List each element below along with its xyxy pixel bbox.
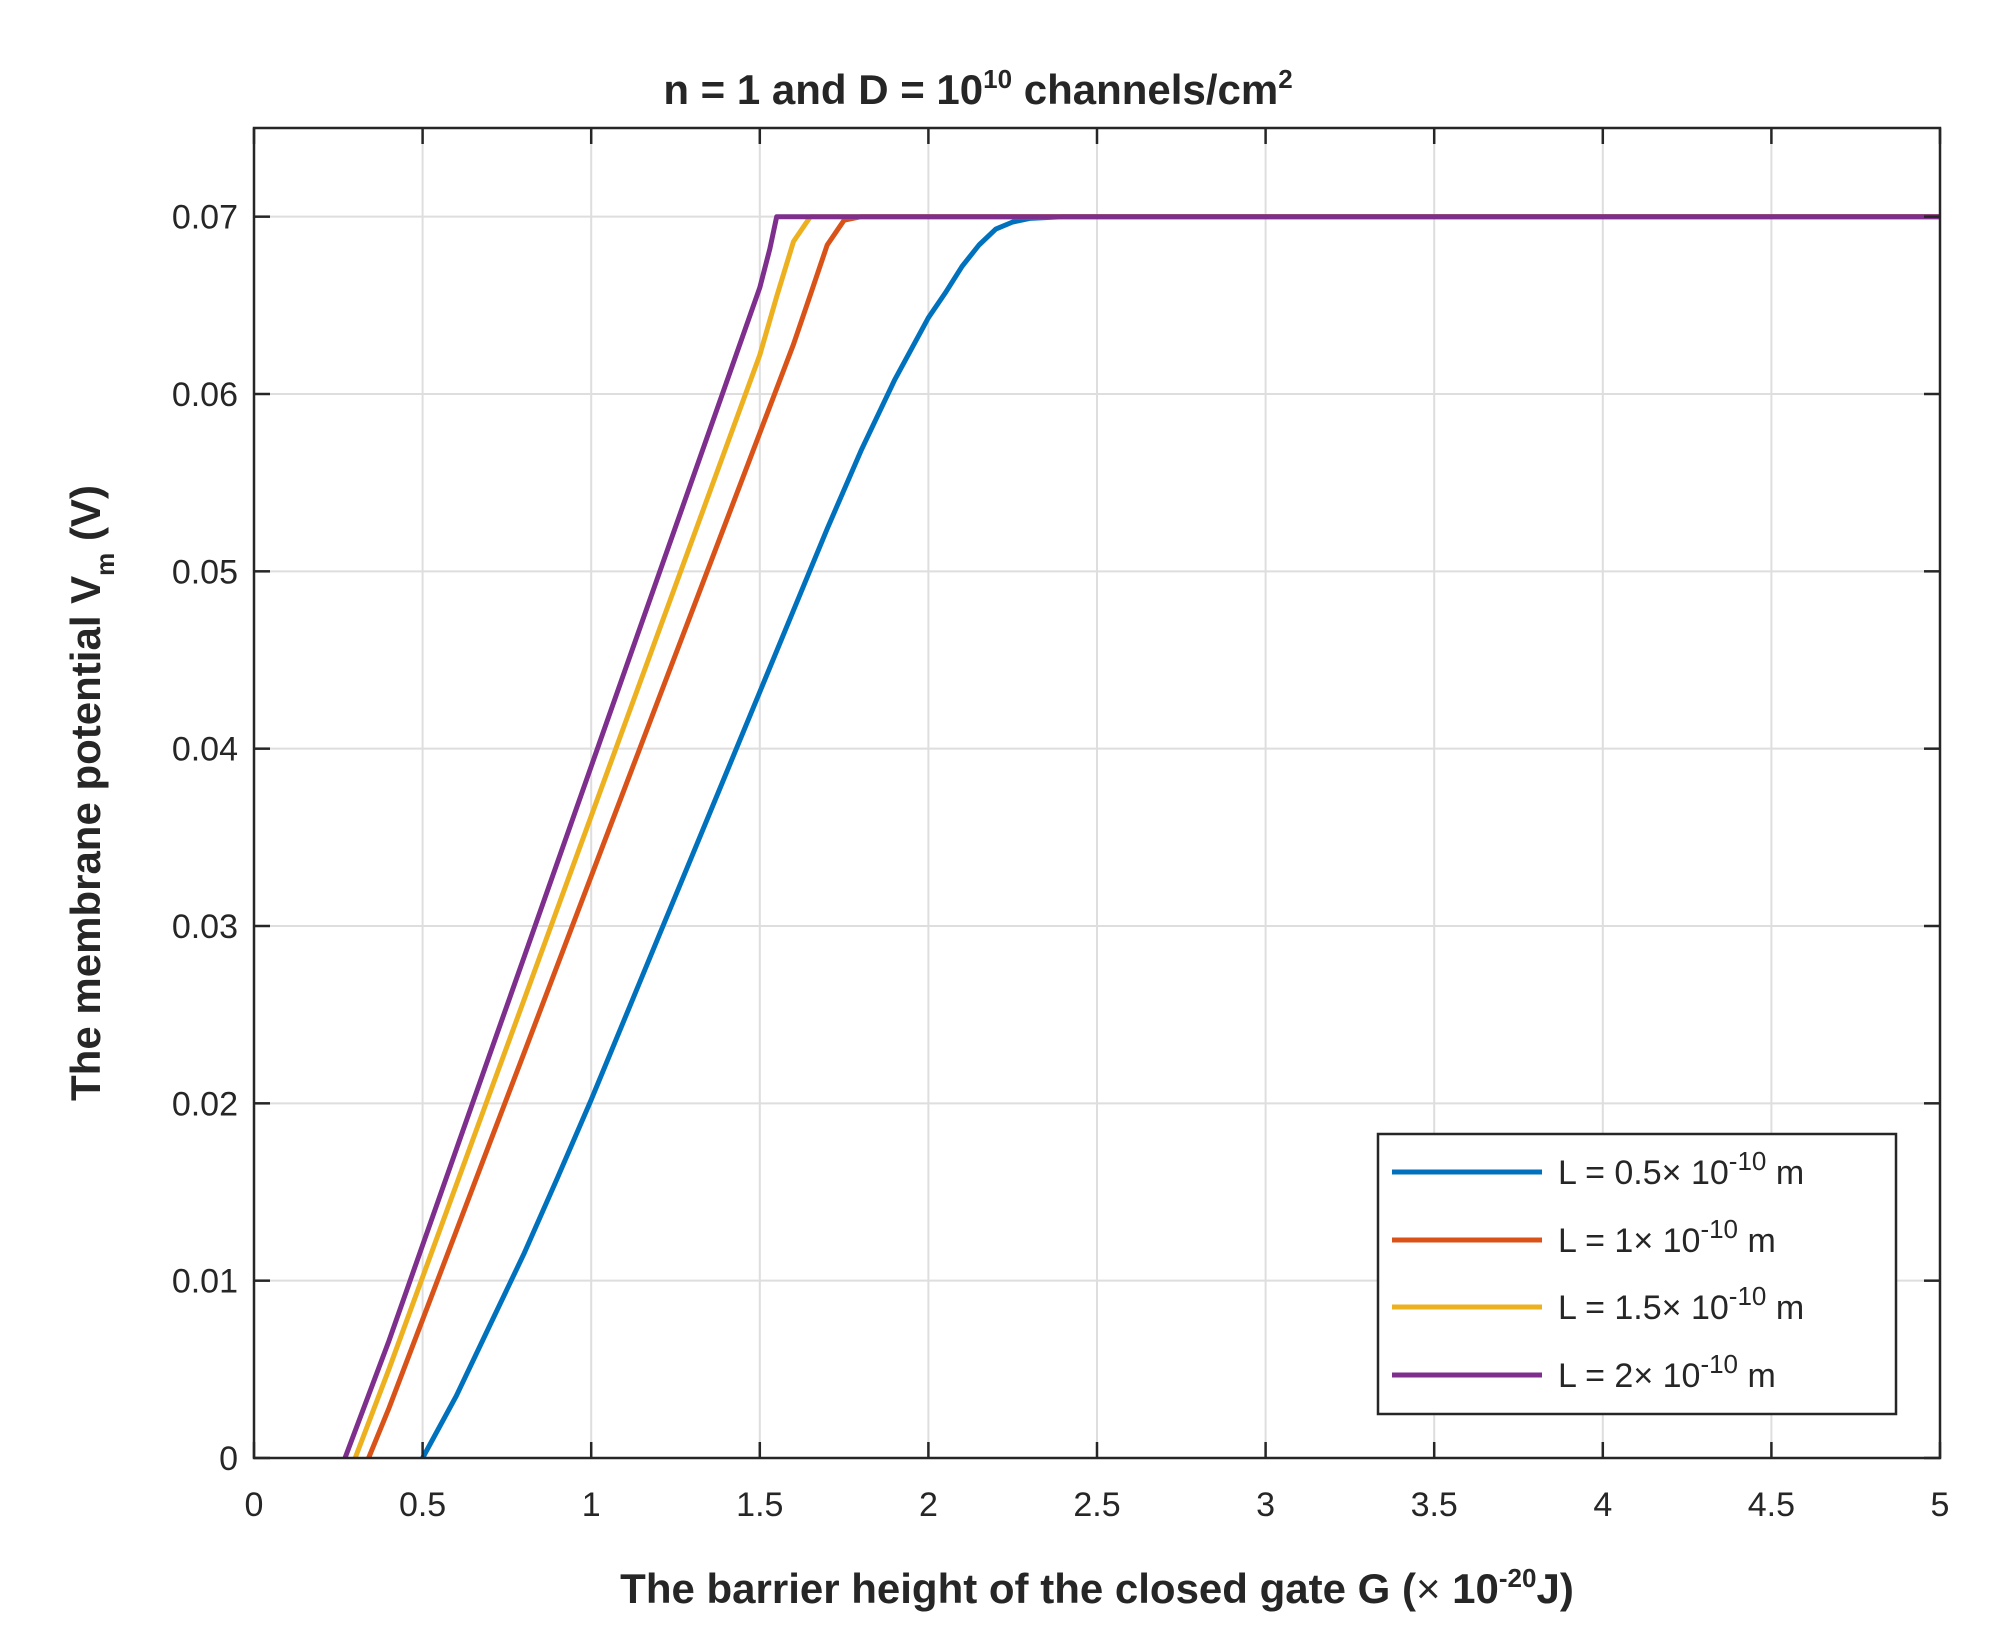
x-tick-label: 0.5 (399, 1486, 446, 1524)
x-tick-label: 3 (1256, 1486, 1275, 1524)
y-tick-label: 0.07 (172, 199, 238, 237)
x-tick-label: 5 (1931, 1486, 1950, 1524)
series-line-1 (420, 214, 1940, 1460)
legend-label-l-1-5: L = 1.5× 10-10 m (1558, 1281, 1804, 1327)
x-tick-label: 2 (919, 1486, 938, 1524)
y-axis-title: The membrane potential Vm (V) (62, 485, 120, 1101)
y-tick-label: 0.02 (172, 1085, 238, 1123)
series-layer (342, 214, 1940, 1460)
axis-ticks (252, 128, 1942, 1460)
legend-label-l-1: L = 1× 10-10 m (1558, 1214, 1776, 1260)
legend: L = 0.5× 10-10 m L = 1× 10-10 m L = 1.5×… (1376, 1132, 1898, 1416)
x-tick-label: 1 (582, 1486, 601, 1524)
legend-label-l-2: L = 2× 10-10 m (1558, 1349, 1776, 1395)
chart-title: n = 1 and D = 1010 channels/cm2 (663, 64, 1292, 113)
x-tick-label: 3.5 (1411, 1486, 1458, 1524)
series-line-2 (366, 214, 1940, 1459)
y-tick-label: 0.03 (172, 908, 238, 946)
x-tick-label: 4 (1593, 1486, 1612, 1524)
tick-labels: 0 0.5 1 1.5 2 2.5 3 3.5 4 4.5 5 0 0.01 0.02 0.03 0.04 0.… (172, 199, 1950, 1524)
legend-box (1376, 1132, 1898, 1416)
y-tick-label: 0.01 (172, 1263, 238, 1301)
y-tick-label: 0 (219, 1440, 238, 1478)
series-line-4 (342, 214, 1940, 1459)
x-tick-label: 2.5 (1073, 1486, 1120, 1524)
x-tick-label: 0 (245, 1486, 264, 1524)
legend-label-l-0-5: L = 0.5× 10-10 m (1558, 1146, 1804, 1192)
y-tick-label: 0.04 (172, 731, 238, 769)
y-tick-label: 0.05 (172, 553, 238, 591)
series-line-3 (352, 214, 1940, 1459)
x-axis-title: The barrier height of the closed gate G … (620, 1563, 1574, 1612)
y-tick-label: 0.06 (172, 376, 238, 414)
x-tick-label: 1.5 (736, 1486, 783, 1524)
x-tick-label: 4.5 (1748, 1486, 1795, 1524)
